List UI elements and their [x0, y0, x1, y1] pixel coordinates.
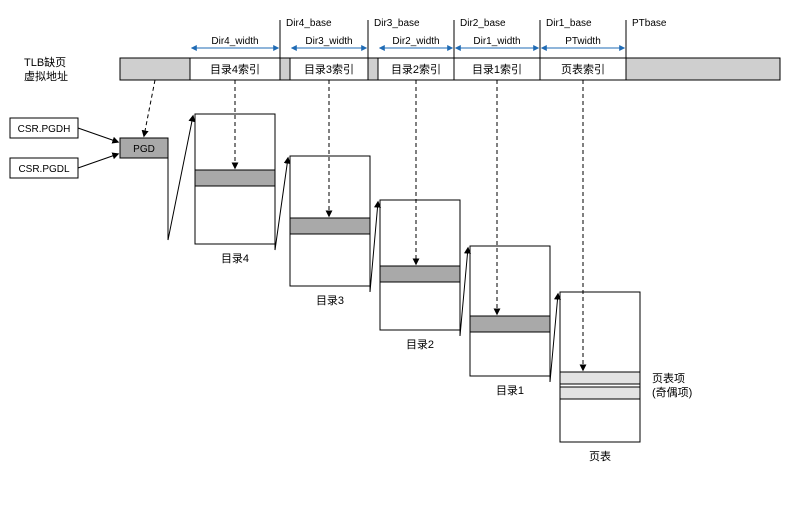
- arrow-dir2-next: [460, 248, 468, 336]
- base-label: Dir3_base: [374, 18, 420, 29]
- table-entry: [195, 170, 275, 186]
- arrow-va-pgd: [144, 80, 155, 136]
- va-field-label: 目录3索引: [304, 62, 354, 76]
- arrow-pgdl-pgd: [78, 154, 118, 168]
- va-title-1: TLB缺页: [24, 55, 66, 69]
- pgdh-label: CSR.PGDH: [18, 124, 71, 135]
- arrow-dir1-next: [550, 294, 558, 382]
- base-label: Dir1_base: [546, 18, 592, 29]
- table-label: 目录4: [221, 252, 249, 265]
- arrow-pgdh-pgd: [78, 128, 118, 142]
- table-entry: [470, 316, 550, 332]
- table-label: 目录2: [406, 338, 434, 351]
- arrow-dir3-next: [370, 202, 378, 292]
- base-label: PTbase: [632, 18, 667, 29]
- table-entry: [290, 218, 370, 234]
- va-field-label: 目录4索引: [210, 62, 260, 76]
- va-field-label: 目录2索引: [391, 62, 441, 76]
- table-box: [470, 246, 550, 376]
- pgd-label: PGD: [133, 144, 155, 155]
- table-label: 目录3: [316, 294, 344, 307]
- width-label: Dir1_width: [473, 36, 520, 47]
- arrow-dir4-next: [275, 158, 288, 250]
- base-label: Dir4_base: [286, 18, 332, 29]
- va-field-label: 页表索引: [561, 62, 605, 76]
- va-field-label: 目录1索引: [472, 62, 522, 76]
- va-lead: [120, 58, 190, 80]
- va-gap: [368, 58, 378, 80]
- table-entry: [380, 266, 460, 282]
- pgdl-label: CSR.PGDL: [18, 164, 70, 175]
- pt-entry-label-1: 页表项: [652, 371, 685, 385]
- width-label: PTwidth: [565, 36, 601, 47]
- pt-entry-odd: [560, 372, 640, 384]
- pt-entry-even: [560, 387, 640, 399]
- arrow-pgd-dir4: [168, 116, 193, 240]
- base-label: Dir2_base: [460, 18, 506, 29]
- table-label: 页表: [589, 449, 611, 463]
- width-label: Dir2_width: [392, 36, 439, 47]
- va-tail: [626, 58, 780, 80]
- va-title-2: 虚拟地址: [24, 69, 68, 83]
- pt-entry-label-2: (奇偶项): [652, 386, 692, 399]
- table-box: [560, 292, 640, 442]
- va-gap: [280, 58, 290, 80]
- width-label: Dir3_width: [305, 36, 352, 47]
- table-box: [380, 200, 460, 330]
- width-label: Dir4_width: [211, 36, 258, 47]
- table-label: 目录1: [496, 384, 524, 397]
